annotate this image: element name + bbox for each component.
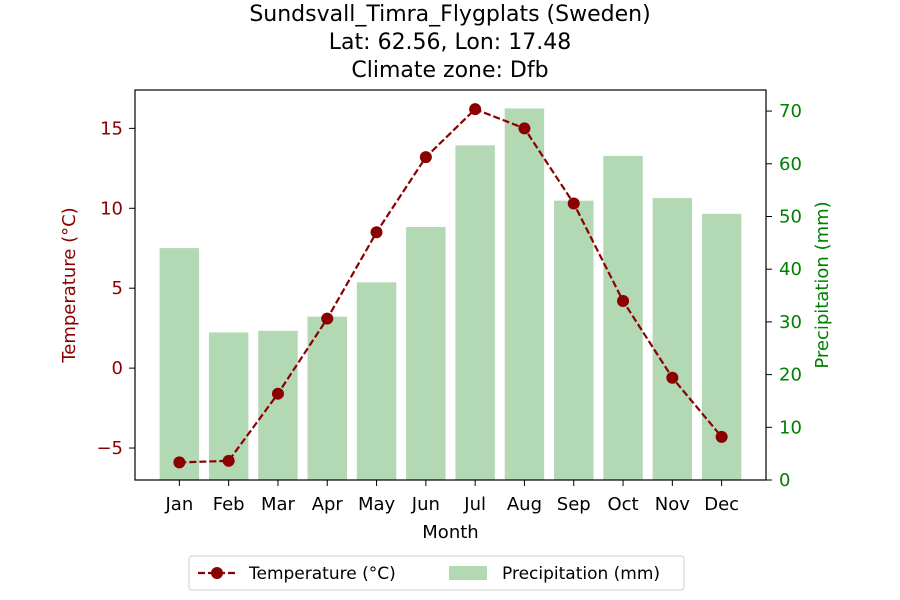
precipitation-bar: [159, 248, 200, 480]
precipitation-bar: [455, 145, 495, 481]
x-tick-label: Oct: [607, 494, 638, 515]
left-tick-label: 5: [112, 278, 123, 299]
x-tick-label: Nov: [655, 494, 690, 515]
temperature-point: [567, 197, 580, 210]
temperature-point: [617, 294, 630, 307]
precipitation-bars: [159, 108, 742, 481]
right-tick-label: 0: [779, 470, 790, 491]
temperature-point: [715, 430, 728, 443]
right-tick-label: 20: [779, 365, 802, 386]
temperature-point: [469, 103, 482, 116]
x-tick-label: May: [358, 494, 396, 515]
legend-precipitation-label: Precipitation (mm): [502, 564, 660, 584]
right-y-axis: 0 10 20 30 40 50 60 70: [766, 101, 802, 491]
precipitation-bar: [603, 155, 643, 481]
precipitation-bar: [356, 282, 397, 480]
chart-title: Sundsvall_Timra_Flygplats (Sweden) Lat: 6…: [249, 2, 650, 83]
y-axis-label-right: Precipitation (mm): [812, 201, 833, 368]
left-tick-label: 10: [100, 198, 123, 219]
precipitation-bar: [652, 198, 693, 481]
x-tick-label: Feb: [213, 494, 245, 515]
right-tick-label: 30: [779, 312, 802, 333]
precipitation-bar: [554, 200, 594, 481]
right-tick-label: 60: [779, 154, 802, 175]
temperature-point: [518, 122, 531, 135]
left-tick-label: 0: [112, 358, 123, 379]
x-tick-label: Dec: [704, 494, 739, 515]
x-tick-label: Mar: [261, 494, 296, 515]
temperature-point: [321, 312, 334, 325]
temperature-point: [173, 456, 186, 469]
right-tick-label: 50: [779, 206, 802, 227]
temperature-point: [222, 454, 235, 467]
x-axis: Jan Feb Mar Apr May Jun Jul Aug Sep Oct Nov Dec: [164, 480, 739, 515]
x-tick-label: Jan: [164, 494, 193, 515]
left-y-axis: −5 0 5 10 15: [96, 118, 135, 459]
chart-title-line: Lat: 62.56, Lon: 17.48: [329, 30, 571, 55]
left-tick-label: −5: [96, 438, 123, 459]
right-tick-label: 10: [779, 417, 802, 438]
legend-temperature-label: Temperature (°C): [248, 564, 396, 584]
chart-title-line: Climate zone: Dfb: [351, 58, 548, 83]
precipitation-bar: [406, 227, 446, 480]
left-tick-label: 15: [100, 118, 123, 139]
precipitation-bar: [258, 330, 298, 480]
right-tick-label: 70: [779, 101, 802, 122]
x-tick-label: Apr: [312, 494, 344, 515]
legend-box: [188, 555, 685, 591]
x-axis-label: Month: [422, 522, 478, 543]
precipitation-bar: [307, 316, 347, 480]
temperature-line: [173, 103, 728, 469]
legend-precipitation-swatch: [449, 566, 487, 580]
plot-frame: [134, 89, 767, 481]
legend: Temperature (°C) Precipitation (mm): [188, 555, 685, 591]
x-tick-label: Sep: [557, 494, 591, 515]
y-axis-label-left: Temperature (°C): [59, 207, 80, 363]
precipitation-bar: [504, 108, 545, 480]
temperature-point: [271, 387, 284, 400]
x-tick-label: Aug: [507, 494, 542, 515]
temperature-series-line: [179, 107, 723, 464]
temperature-point: [666, 371, 679, 384]
right-tick-label: 40: [779, 259, 802, 280]
x-tick-label: Jul: [463, 494, 486, 515]
temperature-point: [370, 226, 383, 239]
chart-title-line: Sundsvall_Timra_Flygplats (Sweden): [249, 2, 650, 27]
x-tick-label: Jun: [411, 494, 440, 515]
temperature-point: [419, 151, 432, 164]
legend-temperature-marker: [211, 567, 223, 579]
